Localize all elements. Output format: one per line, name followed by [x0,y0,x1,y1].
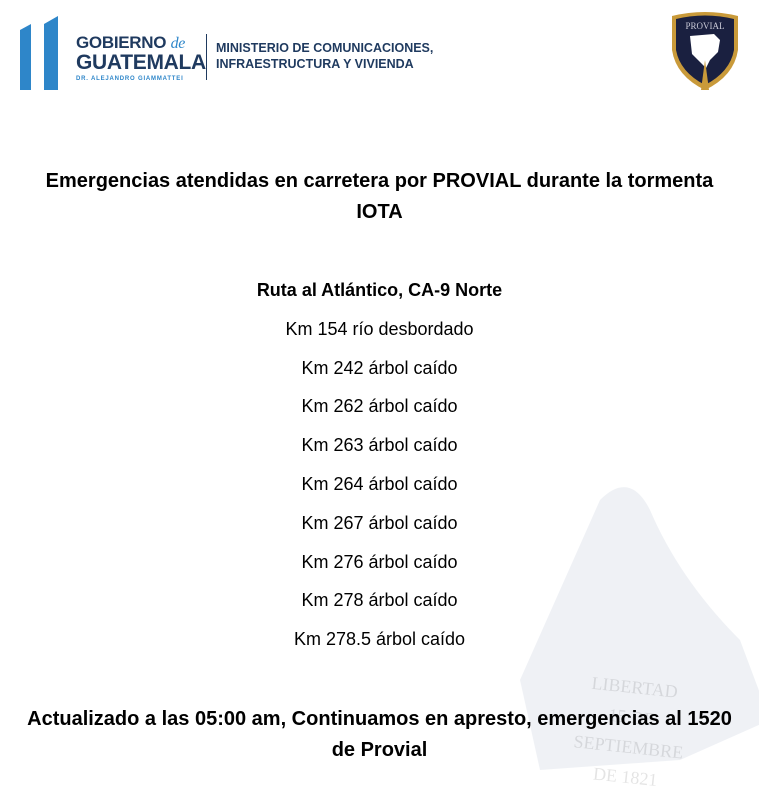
list-item: Km 276 árbol caído [301,551,458,572]
list-item: Km 264 árbol caído [301,473,458,494]
logo-divider [206,34,207,80]
list-item: Km 263 árbol caído [301,435,458,456]
provial-shield-logo: PROVIAL [672,12,738,90]
list-item: Km 278.5 árbol caído [293,629,466,650]
list-item: Km 262 árbol caído [301,396,458,417]
gobierno-logo: GOBIERNO de GUATEMALA DR. ALEJANDRO GIAM… [76,33,206,82]
gobierno-logo-bars [20,16,58,90]
route-list: Ruta al Atlántico, CA-9 Norte Km 154 río… [0,278,759,666]
list-item: Km 278 árbol caído [301,590,458,611]
route-heading: Ruta al Atlántico, CA-9 Norte [256,280,503,300]
page-title: Emergencias atendidas en carretera por P… [45,170,714,223]
svg-text:PROVIAL: PROVIAL [685,21,724,31]
list-item: Km 242 árbol caído [301,357,458,378]
list-item: Km 267 árbol caído [301,512,458,533]
seal-watermark [520,487,759,770]
update-note: Actualizado a las 05:00 am, Continuamos … [27,708,732,761]
ministry-name: MINISTERIO DE COMUNICACIONES, INFRAESTRU… [216,41,434,71]
list-item: Km 154 río desbordado [285,318,474,339]
